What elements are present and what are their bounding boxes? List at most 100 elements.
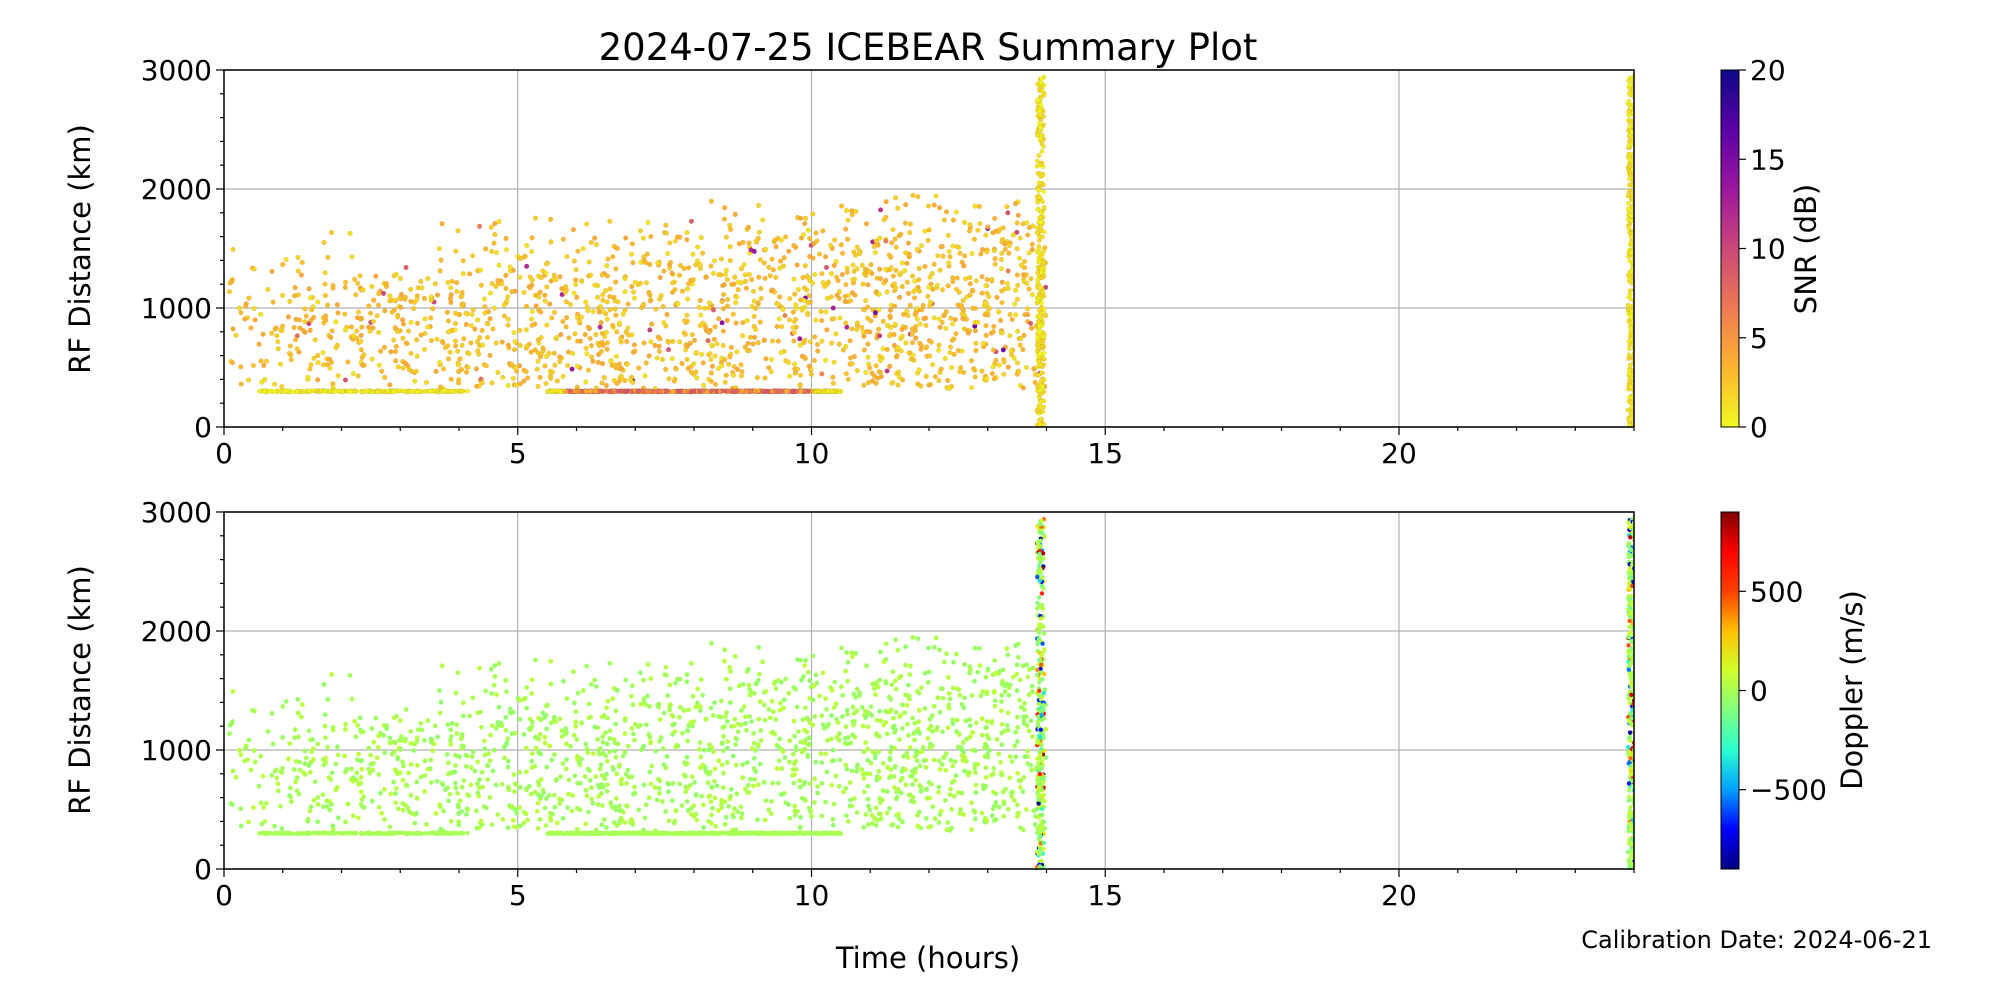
doppler-point <box>1007 775 1013 781</box>
snr-point <box>792 291 798 297</box>
snr-point <box>936 377 942 384</box>
snr-point <box>400 365 406 371</box>
doppler-point <box>904 721 910 727</box>
doppler-point <box>1001 813 1007 819</box>
snr-point <box>744 388 749 394</box>
snr-point <box>1630 320 1634 326</box>
doppler-point <box>685 728 691 734</box>
snr-point <box>847 338 853 344</box>
snr-point <box>321 239 327 246</box>
snr-point <box>646 289 652 296</box>
snr-point <box>275 339 281 345</box>
snr-point <box>1035 199 1040 205</box>
doppler-point <box>576 760 582 766</box>
snr-point <box>837 315 843 321</box>
doppler-point <box>863 714 869 720</box>
doppler-point <box>819 713 825 719</box>
snr-point <box>271 381 278 387</box>
snr-point <box>540 268 546 274</box>
doppler-point <box>358 789 364 795</box>
snr-point <box>1627 379 1633 385</box>
doppler-point <box>356 751 361 757</box>
doppler-point <box>1018 778 1024 784</box>
snr-point <box>758 295 764 302</box>
doppler-point <box>347 672 353 678</box>
doppler-point <box>248 767 254 773</box>
snr-point <box>979 368 985 374</box>
snr-point <box>1041 260 1046 266</box>
doppler-point <box>571 669 576 675</box>
snr-point <box>887 307 894 313</box>
snr-point <box>393 358 399 364</box>
doppler-point <box>957 811 963 816</box>
doppler-point <box>342 727 348 732</box>
snr-point <box>724 303 731 309</box>
snr-point <box>228 279 235 285</box>
doppler-point <box>603 771 609 777</box>
snr-point <box>1627 182 1632 188</box>
doppler-point <box>742 714 748 720</box>
snr-point <box>961 326 968 332</box>
snr-point <box>1628 313 1633 319</box>
doppler-point <box>475 790 481 796</box>
doppler-point <box>286 756 291 762</box>
snr-point <box>553 277 559 283</box>
snr-point <box>847 355 854 361</box>
doppler-point <box>692 780 697 785</box>
doppler-point <box>295 697 301 702</box>
snr-point <box>843 343 849 349</box>
doppler-point <box>757 761 763 767</box>
snr-point <box>939 319 945 326</box>
doppler-point <box>680 730 685 736</box>
doppler-point <box>839 714 845 719</box>
snr-point <box>320 350 326 356</box>
doppler-point <box>631 731 636 737</box>
doppler-point <box>564 696 570 701</box>
snr-point <box>849 290 856 296</box>
snr-point <box>626 332 632 338</box>
doppler-point <box>946 702 952 708</box>
doppler-point <box>599 773 605 778</box>
doppler-point <box>778 792 784 797</box>
snr-point <box>907 302 913 309</box>
snr-point <box>503 235 509 242</box>
snr-point <box>926 353 933 359</box>
snr-point <box>1039 364 1045 370</box>
doppler-point <box>292 735 297 741</box>
doppler-point <box>603 730 608 736</box>
snr-point <box>921 316 927 322</box>
snr-point <box>899 377 906 383</box>
snr-point <box>899 260 905 266</box>
snr-point <box>558 388 564 394</box>
doppler-point <box>893 727 899 733</box>
doppler-point <box>379 810 385 816</box>
doppler-point <box>777 707 783 713</box>
snr-point <box>769 287 776 293</box>
snr-point <box>945 283 951 289</box>
snr-point <box>408 286 414 293</box>
snr-point <box>927 274 933 280</box>
snr-point <box>563 315 570 321</box>
snr-point <box>706 300 713 306</box>
snr-point <box>816 251 823 257</box>
snr-point <box>1628 250 1634 256</box>
snr-point <box>801 285 808 291</box>
snr-point <box>745 224 752 230</box>
snr-point <box>322 281 328 287</box>
doppler-point <box>795 808 800 814</box>
doppler-point <box>260 773 266 779</box>
doppler-point <box>773 686 779 692</box>
snr-point <box>945 377 951 384</box>
doppler-point <box>1022 701 1027 706</box>
doppler-point <box>463 764 469 769</box>
doppler-point <box>740 682 746 687</box>
snr-point <box>418 332 424 338</box>
doppler-point <box>648 676 654 681</box>
doppler-point <box>560 761 566 766</box>
doppler-point <box>722 724 727 730</box>
doppler-point <box>521 696 527 702</box>
snr-point <box>791 338 797 344</box>
doppler-point <box>891 774 897 779</box>
snr-point <box>936 205 943 211</box>
